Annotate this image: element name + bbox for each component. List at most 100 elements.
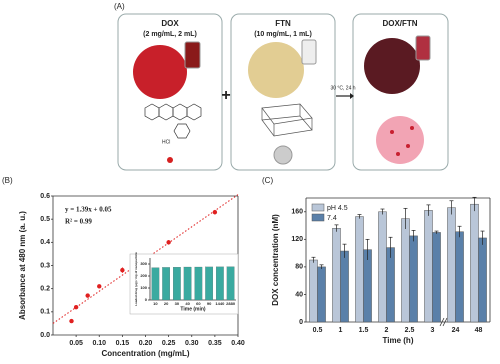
- dox-dots: [390, 126, 414, 156]
- x-axis-title: Time (min): [180, 306, 206, 312]
- vial: [415, 35, 431, 61]
- x-tick-label: 48: [475, 327, 483, 334]
- x-tick-label: 24: [452, 327, 460, 334]
- bar: [162, 267, 170, 301]
- y-tick-label: 0.4: [40, 239, 50, 246]
- y-tick-label: 200: [140, 273, 147, 278]
- arrow-head: [350, 93, 354, 99]
- bar: [355, 216, 364, 323]
- point: [97, 284, 102, 289]
- bar: [478, 237, 487, 323]
- x-tick-label: 2: [385, 327, 389, 334]
- y-tick-label: 0: [145, 297, 148, 302]
- arrow-label: 30 °C, 24 h: [330, 85, 355, 91]
- x-tick-label: 0.15: [116, 340, 130, 347]
- box-title: FTN: [275, 19, 291, 28]
- x-tick-label: 0.10: [92, 340, 106, 347]
- molecule: [144, 103, 202, 139]
- point: [212, 210, 218, 215]
- bar: [386, 247, 395, 323]
- bar: [447, 207, 456, 323]
- x-tick-label: 0.40: [231, 340, 245, 347]
- dox-dot: [167, 157, 173, 163]
- x-tick-label: 90: [207, 301, 212, 306]
- x-tick-label: 10: [153, 301, 158, 306]
- doxftn-photo: [364, 38, 420, 94]
- ftn-cage: [261, 103, 313, 137]
- bar: [401, 218, 410, 323]
- bar: [205, 266, 213, 301]
- x-tick-label: 2880: [226, 301, 236, 306]
- point: [85, 293, 90, 298]
- x-tick-label: 3: [431, 327, 435, 334]
- plus: +: [221, 87, 230, 104]
- y-tick-label: 80: [295, 264, 303, 271]
- legend-swatch: [311, 213, 325, 222]
- x-tick-label: 0.05: [69, 340, 83, 347]
- legend-swatch: [311, 203, 325, 212]
- x-tick-label: 0.35: [208, 340, 222, 347]
- annotation: R² = 0.99: [65, 218, 92, 226]
- y-tick-label: 100: [140, 285, 147, 290]
- y-tick-label: 0.6: [40, 193, 50, 200]
- x-tick-label: 30: [175, 301, 180, 306]
- x-tick-label: 0.20: [139, 340, 153, 347]
- y-tick-label: 0.1: [40, 309, 50, 316]
- bar: [363, 249, 372, 323]
- bar: [226, 266, 235, 301]
- bar: [409, 235, 418, 323]
- annotation: y = 1.39x + 0.05: [65, 206, 112, 214]
- y-axis-title: DOX concentration (nM): [271, 214, 280, 306]
- box-subtitle: (10 mg/mL, 1 mL): [254, 31, 312, 38]
- box-subtitle: (2 mg/mL, 2 mL): [143, 31, 197, 38]
- x-tick-label: 60: [196, 301, 201, 306]
- x-tick-label: 1440: [215, 301, 225, 306]
- bar: [151, 267, 160, 301]
- hcl: HCl: [162, 139, 170, 145]
- bar: [340, 250, 349, 323]
- bar: [432, 232, 441, 323]
- x-tick-label: 0.30: [185, 340, 199, 347]
- ftn-sphere: [273, 145, 293, 165]
- legend-label: 7.4: [327, 215, 337, 222]
- dox-photo: [133, 45, 187, 99]
- y-tick-label: 0: [299, 319, 303, 326]
- panel-label: (A): [114, 2, 125, 11]
- point: [73, 305, 79, 310]
- x-tick-label: 1.5: [359, 327, 369, 334]
- bar: [173, 267, 181, 301]
- point: [69, 318, 74, 324]
- y-tick-label: 120: [291, 236, 303, 243]
- y-tick-label: 0.2: [40, 286, 50, 293]
- bar: [378, 211, 387, 323]
- legend-label: pH 4.5: [327, 205, 348, 212]
- point: [166, 240, 171, 245]
- y-axis-title: Absorbance at 480 nm (a. u.): [18, 211, 27, 320]
- x-tick-label: 1: [339, 327, 343, 334]
- box-title: DOX/FTN: [382, 19, 417, 28]
- bar: [309, 259, 318, 323]
- x-tick-label: 2.5: [405, 327, 415, 334]
- ftn-photo: [248, 42, 304, 98]
- x-tick-label: 0.25: [162, 340, 176, 347]
- x-tick-label: 40: [185, 301, 190, 306]
- bar: [317, 266, 326, 323]
- x-tick-label: 20: [164, 301, 169, 306]
- x-axis-title: Time (h): [383, 336, 414, 345]
- y-tick-label: 40: [295, 291, 303, 298]
- bar: [470, 203, 479, 323]
- bar: [332, 228, 341, 323]
- vial: [184, 41, 201, 69]
- panel-label: (B): [2, 176, 13, 185]
- point: [120, 267, 125, 273]
- y-axis-title: Loaded drug (µg) / mg of nanoparticle: [134, 252, 138, 306]
- panel-label: (C): [262, 176, 273, 185]
- y-tick-label: 0.3: [40, 262, 50, 269]
- bar: [216, 266, 224, 301]
- y-tick-label: 300: [140, 261, 147, 266]
- y-tick-label: 0.0: [40, 332, 50, 339]
- doxftn-sphere: [376, 116, 424, 164]
- vial: [301, 39, 317, 65]
- bar: [183, 266, 192, 301]
